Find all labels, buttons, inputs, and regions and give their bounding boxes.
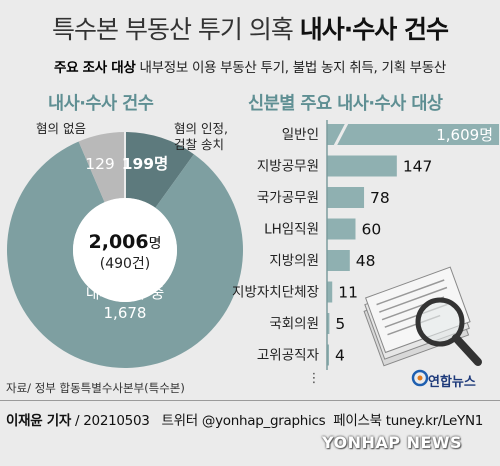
donut-chart: 2,006명 (490건) 199명 129 내사·수사 중 1,678 — [6, 130, 243, 368]
bar-value-label: 4 — [335, 347, 345, 365]
watermark: YONHAP NEWS — [322, 433, 463, 452]
subtitle: 주요 조사 대상 내부정보 이용 부동산 투기, 불법 농지 취득, 기획 부동… — [53, 60, 447, 76]
label-no-charge: 혐의 없음 — [36, 121, 86, 136]
bar-break-mark — [333, 122, 349, 147]
bar-value-label: 78 — [370, 189, 390, 207]
donut-hole — [73, 198, 177, 302]
bar-category-label: 지방의원 — [269, 253, 319, 269]
label-charged: 혐의 인정, 검찰 송치 — [174, 121, 228, 153]
footer-divider — [0, 400, 500, 401]
bar — [327, 250, 350, 271]
source-note: 자료/ 정부 합동특별수사본부(특수본) — [6, 381, 185, 395]
donut-total: 2,006명 — [89, 231, 162, 253]
page-title: 특수본 부동산 투기 의혹 내사·수사 건수 — [52, 15, 449, 44]
bar-value-label: 5 — [335, 315, 345, 333]
bar-category-label: LH임직원 — [264, 222, 319, 238]
bar — [327, 124, 499, 145]
donut-value-no-charge: 129 — [85, 155, 115, 173]
bar-chart-title: 신분별 주요 내사·수사 대상 — [248, 94, 443, 114]
bar-value-label: 1,609명 — [436, 126, 493, 144]
bar — [327, 313, 330, 334]
donut-slice-1 — [6, 141, 243, 368]
donut-slice-0 — [125, 132, 194, 208]
bar — [327, 218, 356, 240]
bar — [327, 281, 333, 303]
donut-label-ongoing: 내사·수사 중 — [86, 284, 165, 302]
donut-value-charged: 199명 — [122, 155, 169, 173]
bar-category-label: 지방자치단체장 — [232, 285, 319, 301]
donut-slice-2 — [78, 132, 125, 203]
more-indicator: ⋮ — [308, 371, 321, 386]
donut-total-cases: (490건) — [100, 256, 151, 272]
yonhap-logo-text: 연합뉴스 — [428, 375, 476, 390]
donut-value-ongoing: 1,678 — [104, 304, 147, 322]
bar-category-label: 고위공직자 — [257, 348, 320, 364]
magnifier-icon — [415, 297, 482, 366]
bar-value-label: 60 — [362, 221, 382, 239]
donut-chart-title: 내사·수사 건수 — [48, 94, 154, 114]
bar-value-label: 147 — [403, 158, 433, 176]
bar-category-label: 국가공무원 — [257, 190, 319, 206]
document-magnifier-illustration — [363, 266, 482, 367]
bar — [327, 344, 329, 366]
bar — [327, 187, 365, 208]
footer-credit: 이재윤 기자 / 20210503 트위터 @yonhap_graphics 페… — [6, 413, 484, 429]
label-charged-line2: 검찰 송치 — [174, 137, 224, 152]
bar-category-label: 일반인 — [282, 127, 319, 143]
bar-value-label: 11 — [338, 284, 358, 302]
bar-category-label: 국회의원 — [269, 316, 319, 332]
label-charged-line1: 혐의 인정, — [174, 121, 228, 136]
yonhap-logo-icon — [411, 369, 429, 387]
bar-category-label: 지방공무원 — [257, 159, 319, 175]
bar — [327, 155, 397, 177]
bar-value-label: 48 — [356, 252, 376, 270]
